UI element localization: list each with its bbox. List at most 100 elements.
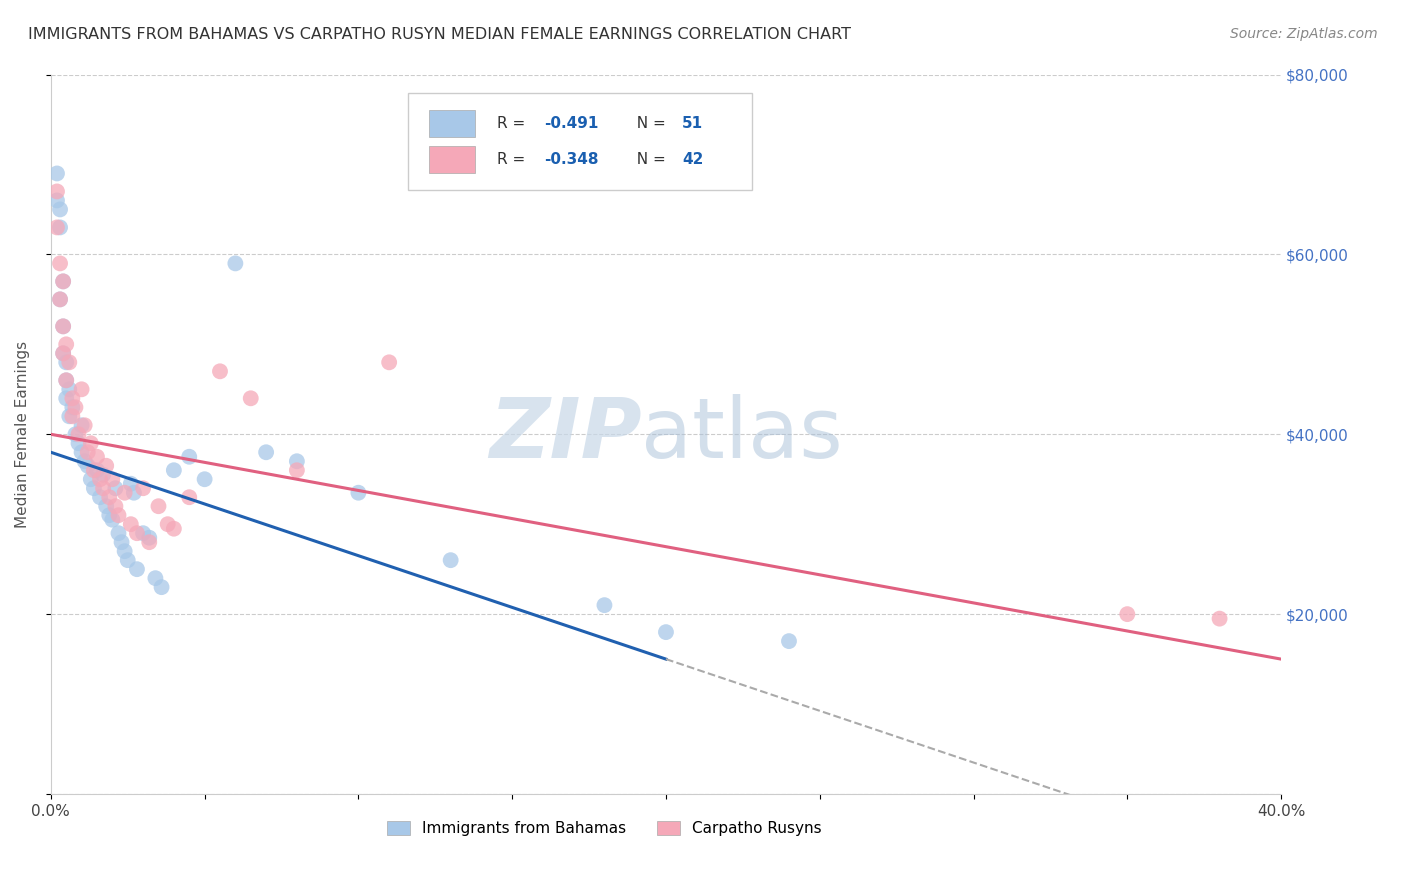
Point: [104, 500, 127, 514]
Point: [98, 490, 121, 504]
Point: [117, 553, 139, 567]
Point: [58, 382, 80, 396]
Point: [52, 319, 75, 334]
Point: [378, 355, 401, 369]
Point: [132, 481, 155, 495]
Point: [96, 500, 118, 514]
Point: [347, 485, 370, 500]
Point: [114, 485, 136, 500]
Point: [83, 481, 105, 495]
Point: [46, 220, 69, 235]
Point: [239, 392, 262, 406]
Point: [125, 562, 148, 576]
Text: -0.348: -0.348: [544, 152, 599, 167]
Point: [122, 485, 145, 500]
Legend: Immigrants from Bahamas, Carpatho Rusyns: Immigrants from Bahamas, Carpatho Rusyns: [380, 814, 830, 844]
Point: [67, 436, 90, 450]
Point: [73, 418, 96, 433]
Y-axis label: Median Female Earnings: Median Female Earnings: [15, 341, 30, 528]
Point: [98, 508, 121, 523]
Point: [46, 166, 69, 180]
Point: [163, 463, 186, 477]
Point: [76, 458, 98, 473]
Point: [49, 293, 72, 307]
Point: [70, 445, 93, 459]
Point: [120, 476, 142, 491]
Point: [101, 472, 124, 486]
Text: R =: R =: [498, 152, 530, 167]
Text: atlas: atlas: [641, 393, 844, 475]
Point: [55, 355, 77, 369]
Point: [440, 553, 463, 567]
Point: [150, 580, 173, 594]
Point: [83, 463, 105, 477]
Point: [70, 418, 93, 433]
Point: [120, 517, 142, 532]
Point: [52, 346, 75, 360]
Point: [179, 450, 201, 464]
Point: [114, 544, 136, 558]
Point: [179, 490, 201, 504]
Text: N =: N =: [627, 116, 671, 131]
Point: [138, 531, 160, 545]
Text: -0.491: -0.491: [544, 116, 599, 131]
Point: [52, 274, 75, 288]
Point: [86, 450, 108, 464]
Point: [91, 481, 114, 495]
Point: [138, 535, 160, 549]
Point: [132, 526, 155, 541]
Point: [80, 436, 103, 450]
Point: [65, 427, 87, 442]
Text: 42: 42: [682, 152, 703, 167]
Point: [125, 526, 148, 541]
Point: [65, 401, 87, 415]
Point: [46, 194, 69, 208]
Point: [285, 454, 308, 468]
Point: [254, 445, 277, 459]
Point: [91, 467, 114, 482]
Point: [1208, 612, 1230, 626]
Point: [156, 517, 179, 532]
Point: [52, 319, 75, 334]
Point: [224, 256, 246, 270]
Point: [194, 472, 217, 486]
Point: [49, 220, 72, 235]
Point: [76, 445, 98, 459]
Point: [163, 522, 186, 536]
Point: [60, 401, 83, 415]
Text: N =: N =: [627, 152, 671, 167]
Text: Source: ZipAtlas.com: Source: ZipAtlas.com: [1230, 27, 1378, 41]
Point: [55, 337, 77, 351]
FancyBboxPatch shape: [408, 93, 752, 190]
Text: ZIP: ZIP: [489, 393, 641, 475]
Point: [49, 202, 72, 217]
Point: [593, 598, 616, 612]
Point: [46, 185, 69, 199]
Point: [49, 256, 72, 270]
FancyBboxPatch shape: [429, 110, 475, 137]
Text: R =: R =: [498, 116, 530, 131]
Point: [52, 346, 75, 360]
Point: [60, 409, 83, 424]
Point: [96, 458, 118, 473]
Point: [208, 364, 231, 378]
Point: [89, 490, 111, 504]
Point: [60, 392, 83, 406]
Point: [148, 500, 170, 514]
Point: [107, 508, 129, 523]
FancyBboxPatch shape: [429, 145, 475, 173]
Point: [778, 634, 800, 648]
Point: [73, 454, 96, 468]
Point: [52, 274, 75, 288]
Point: [655, 625, 678, 640]
Point: [55, 392, 77, 406]
Point: [86, 463, 108, 477]
Point: [1116, 607, 1139, 621]
Point: [55, 373, 77, 387]
Point: [285, 463, 308, 477]
Point: [107, 526, 129, 541]
Point: [58, 355, 80, 369]
Point: [70, 382, 93, 396]
Text: 51: 51: [682, 116, 703, 131]
Point: [145, 571, 167, 585]
